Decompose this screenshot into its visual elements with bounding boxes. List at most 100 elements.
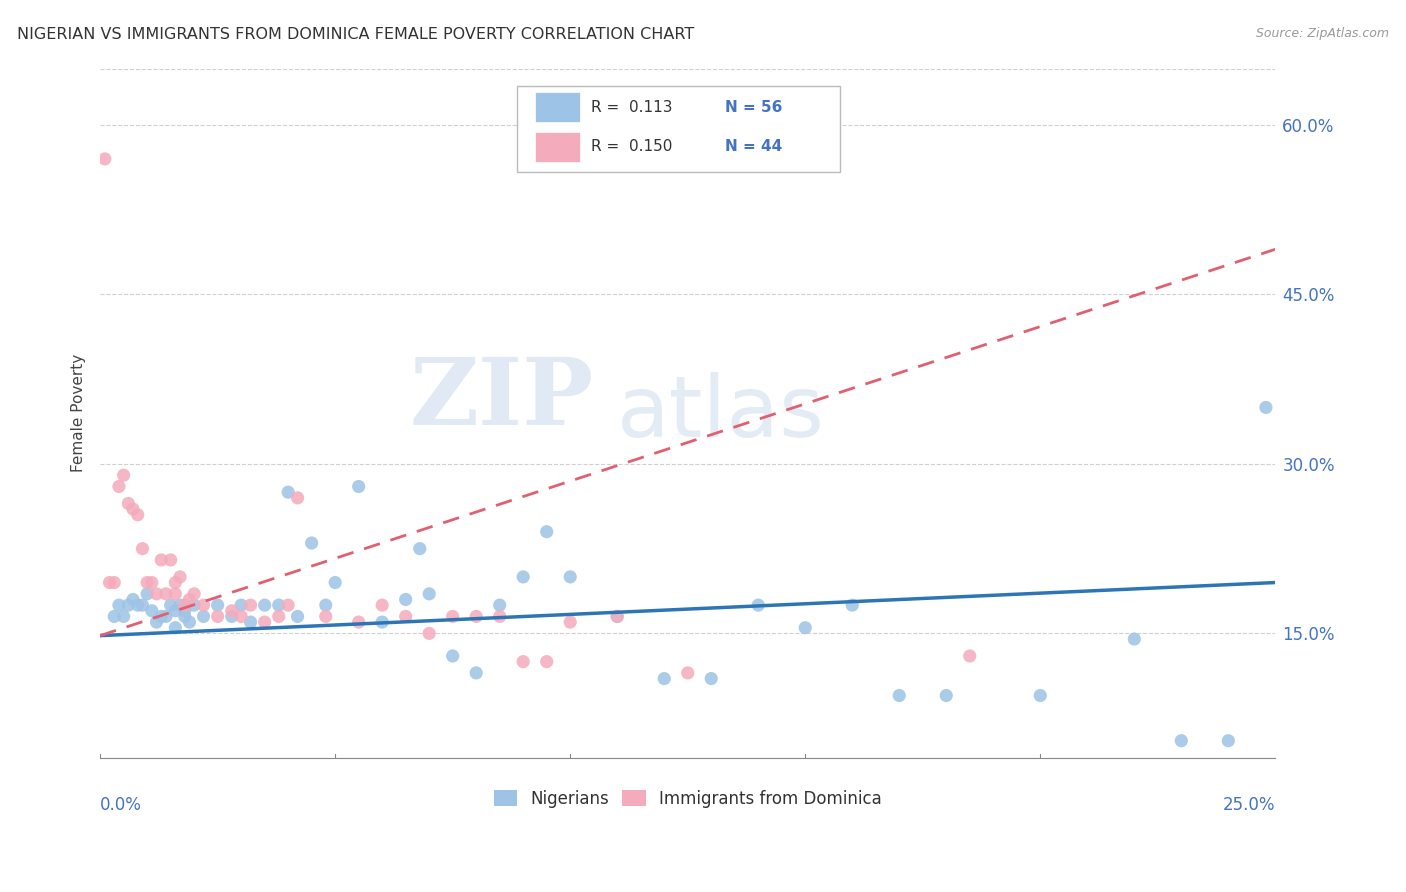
Point [112, 468, 135, 483]
Point [441, 609, 464, 624]
Point [239, 598, 262, 612]
Point [122, 592, 145, 607]
Y-axis label: Female Poverty: Female Poverty [72, 354, 86, 472]
Point [371, 598, 394, 612]
Point [347, 615, 370, 629]
Point [267, 609, 290, 624]
Point [112, 609, 135, 624]
Point [301, 536, 323, 550]
Point [173, 598, 195, 612]
Point [239, 615, 262, 629]
Point [1170, 733, 1192, 747]
FancyBboxPatch shape [534, 92, 579, 122]
Point [136, 587, 159, 601]
Point [150, 609, 173, 624]
Point [418, 587, 440, 601]
Point [117, 598, 139, 612]
Point [108, 598, 131, 612]
Point [179, 615, 201, 629]
Point [560, 570, 582, 584]
Point [165, 587, 187, 601]
Point [1254, 401, 1277, 415]
Point [165, 575, 187, 590]
Point [676, 665, 699, 680]
Point [231, 598, 253, 612]
Point [315, 609, 337, 624]
Point [108, 479, 131, 493]
Point [488, 609, 510, 624]
Point [136, 575, 159, 590]
Point [253, 598, 276, 612]
Point [207, 598, 229, 612]
Point [277, 485, 299, 500]
Text: NIGERIAN VS IMMIGRANTS FROM DOMINICA FEMALE POVERTY CORRELATION CHART: NIGERIAN VS IMMIGRANTS FROM DOMINICA FEM… [17, 27, 695, 42]
Point [165, 604, 187, 618]
Point [159, 553, 181, 567]
Point [1123, 632, 1146, 646]
Point [959, 648, 981, 663]
Point [287, 609, 309, 624]
Point [277, 598, 299, 612]
Point [131, 541, 153, 556]
Point [512, 655, 534, 669]
Point [193, 598, 215, 612]
Point [371, 615, 394, 629]
Point [747, 598, 769, 612]
Point [150, 553, 173, 567]
Point [1218, 733, 1240, 747]
Point [159, 598, 181, 612]
Text: ZIP: ZIP [409, 354, 593, 444]
Point [173, 604, 195, 618]
Point [935, 689, 957, 703]
Text: 0.0%: 0.0% [100, 796, 142, 814]
Text: Source: ZipAtlas.com: Source: ZipAtlas.com [1256, 27, 1389, 40]
FancyBboxPatch shape [534, 132, 579, 161]
Point [193, 609, 215, 624]
Point [536, 655, 558, 669]
Point [409, 541, 432, 556]
Point [347, 479, 370, 493]
Legend: Nigerians, Immigrants from Dominica: Nigerians, Immigrants from Dominica [486, 783, 889, 814]
Text: atlas: atlas [617, 372, 825, 455]
Point [395, 609, 418, 624]
Point [323, 575, 346, 590]
Point [155, 609, 177, 624]
Point [103, 575, 125, 590]
FancyBboxPatch shape [517, 86, 841, 172]
Point [169, 598, 191, 612]
Point [606, 609, 628, 624]
Point [165, 621, 187, 635]
Point [169, 570, 191, 584]
Point [131, 598, 153, 612]
Text: 25.0%: 25.0% [1223, 796, 1275, 814]
Point [465, 609, 488, 624]
Point [117, 496, 139, 510]
Point [145, 615, 167, 629]
Point [183, 598, 205, 612]
Point [173, 609, 195, 624]
Text: R =  0.113: R = 0.113 [592, 100, 673, 114]
Point [488, 598, 510, 612]
Text: N = 56: N = 56 [725, 100, 783, 114]
Point [221, 609, 243, 624]
Text: R =  0.150: R = 0.150 [592, 139, 672, 154]
Point [700, 672, 723, 686]
Point [207, 609, 229, 624]
Point [794, 621, 817, 635]
Point [127, 598, 149, 612]
Point [141, 575, 163, 590]
Point [221, 604, 243, 618]
Point [652, 672, 675, 686]
Point [253, 615, 276, 629]
Point [1029, 689, 1052, 703]
Point [94, 152, 117, 166]
Point [179, 592, 201, 607]
Point [512, 570, 534, 584]
Point [418, 626, 440, 640]
Point [122, 502, 145, 516]
Point [287, 491, 309, 505]
Point [536, 524, 558, 539]
Point [103, 609, 125, 624]
Point [889, 689, 911, 703]
Text: N = 44: N = 44 [725, 139, 783, 154]
